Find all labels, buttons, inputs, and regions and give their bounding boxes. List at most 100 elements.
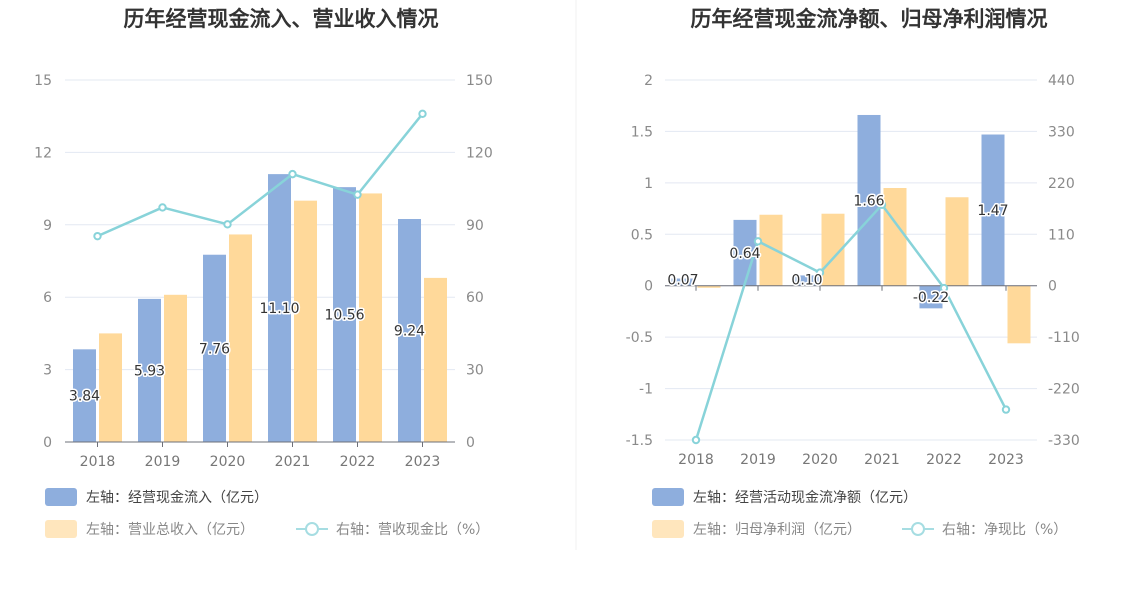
right-tick-label: 220 — [1048, 176, 1075, 192]
ratio-point — [288, 169, 297, 179]
bar-value-label: 5.93 — [134, 363, 165, 379]
x-tick-label: 2018 — [678, 452, 714, 468]
bar-primary — [671, 278, 695, 286]
left-tick-label: 0.5 — [631, 227, 653, 243]
legend-label: 左轴：经营现金流入（亿元） — [86, 490, 268, 506]
bar-primary — [138, 298, 161, 442]
x-tick-label: 2020 — [210, 454, 246, 470]
bar-secondary — [294, 200, 317, 442]
grid-lines — [65, 79, 455, 443]
bar-value-label: 1.66 — [853, 193, 884, 209]
legend[interactable]: 左轴：经营现金流入（亿元） 左轴：营业总收入（亿元） 右轴：营收现金比（%） — [45, 488, 489, 538]
chart-net-cashflow-profit: 历年经营现金流净额、归母净利润情况 2 1.5 1 0.5 0 -0.5 -1 -1.5 44… — [626, 7, 1080, 538]
left-tick-label: -1 — [639, 382, 653, 398]
left-tick-label: 0 — [644, 279, 653, 295]
x-axis — [65, 441, 455, 447]
right-tick-label: -110 — [1048, 330, 1080, 346]
bar-secondary — [697, 285, 721, 288]
bar-primary — [333, 187, 356, 442]
legend-item-net-profit[interactable]: 左轴：归母净利润（亿元） — [652, 520, 861, 538]
bars — [671, 114, 1031, 344]
right-tick-label: 0 — [1048, 279, 1057, 295]
bar-secondary — [1007, 285, 1031, 344]
right-tick-label: 30 — [466, 363, 484, 379]
ratio-point — [418, 109, 427, 118]
x-axis — [665, 285, 1037, 291]
bar-primary — [398, 219, 421, 442]
x-tick-label: 2019 — [145, 454, 181, 470]
legend-swatch-orange — [652, 520, 684, 538]
legend[interactable]: 左轴：经营活动现金流净额（亿元） 左轴：归母净利润（亿元） 右轴：净现比（%） — [652, 488, 1067, 538]
bar-value-label: 0.64 — [729, 246, 760, 262]
left-axis-ticks: 15 12 9 6 3 0 — [34, 73, 52, 451]
right-tick-label: 0 — [466, 435, 475, 451]
grid-lines — [665, 79, 1037, 441]
right-axis-ticks: 440 330 220 110 0 -110 -220 -330 — [1048, 73, 1080, 449]
x-tick-label: 2022 — [340, 454, 376, 470]
right-axis-ticks: 150 120 90 60 30 0 — [466, 73, 493, 451]
bar-primary — [795, 275, 819, 286]
right-tick-label: 60 — [466, 290, 484, 306]
x-tick-label: 2021 — [864, 452, 900, 468]
bar-value-label: 3.84 — [69, 389, 100, 405]
ratio-polyline — [694, 203, 1008, 441]
left-tick-label: 12 — [34, 145, 52, 161]
ratio-polyline — [96, 113, 424, 238]
bar-value-label: 7.76 — [199, 341, 230, 357]
bar-primary — [733, 219, 757, 286]
legend-item-net-cashflow[interactable]: 左轴：经营活动现金流净额（亿元） — [652, 488, 917, 506]
right-tick-label: 90 — [466, 218, 484, 234]
right-tick-label: -330 — [1048, 433, 1080, 449]
data-labels: 0.07 0.64 0.10 1.66 -0.22 1.47 — [666, 192, 1010, 308]
bar-value-label: 11.10 — [259, 301, 299, 317]
legend-label: 左轴：营业总收入（亿元） — [86, 522, 254, 538]
right-tick-label: 440 — [1048, 73, 1075, 89]
left-tick-label: 0 — [43, 435, 52, 451]
bar-value-label: 0.10 — [791, 273, 822, 289]
bar-secondary — [359, 193, 382, 442]
legend-item-cash-inflow[interactable]: 左轴：经营现金流入（亿元） — [45, 488, 268, 506]
left-tick-label: 6 — [43, 290, 52, 306]
ratio-point — [223, 220, 232, 229]
left-tick-label: 2 — [644, 73, 653, 89]
right-tick-label: -220 — [1048, 382, 1080, 398]
legend-item-ratio[interactable]: 右轴：净现比（%） — [902, 522, 1067, 538]
x-tick-label: 2020 — [802, 452, 838, 468]
ratio-point — [93, 231, 102, 241]
bar-primary — [203, 254, 226, 442]
ratio-point — [877, 200, 887, 210]
ratio-point — [158, 203, 167, 212]
ratio-point — [1001, 405, 1011, 414]
legend-label: 左轴：归母净利润（亿元） — [693, 521, 861, 538]
legend-swatch-blue — [45, 488, 77, 506]
legend-item-revenue[interactable]: 左轴：营业总收入（亿元） — [45, 520, 254, 538]
legend-item-ratio[interactable]: 右轴：营收现金比（%） — [296, 522, 489, 538]
bar-value-label: 1.47 — [977, 203, 1008, 219]
ratio-point — [815, 268, 825, 277]
bar-secondary — [759, 214, 783, 286]
legend-circle-marker — [305, 522, 319, 536]
ratio-point — [939, 283, 949, 293]
ratio-line — [691, 200, 1011, 445]
x-axis-ticks: 2018 2019 2020 2021 2022 2023 — [80, 454, 441, 470]
right-tick-label: 330 — [1048, 124, 1075, 140]
bar-secondary — [945, 197, 969, 286]
bar-secondary — [99, 333, 122, 442]
x-tick-label: 2023 — [405, 454, 441, 470]
bar-secondary — [821, 213, 845, 286]
bar-primary — [73, 349, 96, 442]
left-tick-label: 3 — [43, 363, 52, 379]
left-axis-ticks: 2 1.5 1 0.5 0 -0.5 -1 -1.5 — [626, 73, 653, 449]
right-tick-label: 120 — [466, 145, 493, 161]
bar-primary — [981, 134, 1005, 286]
left-tick-label: 1 — [644, 176, 653, 192]
bar-secondary — [424, 277, 447, 442]
bar-primary — [268, 174, 291, 442]
bar-primary — [857, 114, 881, 286]
x-tick-label: 2019 — [740, 452, 776, 468]
bar-value-label: 0.07 — [667, 273, 698, 289]
x-tick-label: 2018 — [80, 454, 116, 470]
left-tick-label: -0.5 — [626, 330, 653, 346]
bar-value-label: 10.56 — [324, 308, 364, 324]
